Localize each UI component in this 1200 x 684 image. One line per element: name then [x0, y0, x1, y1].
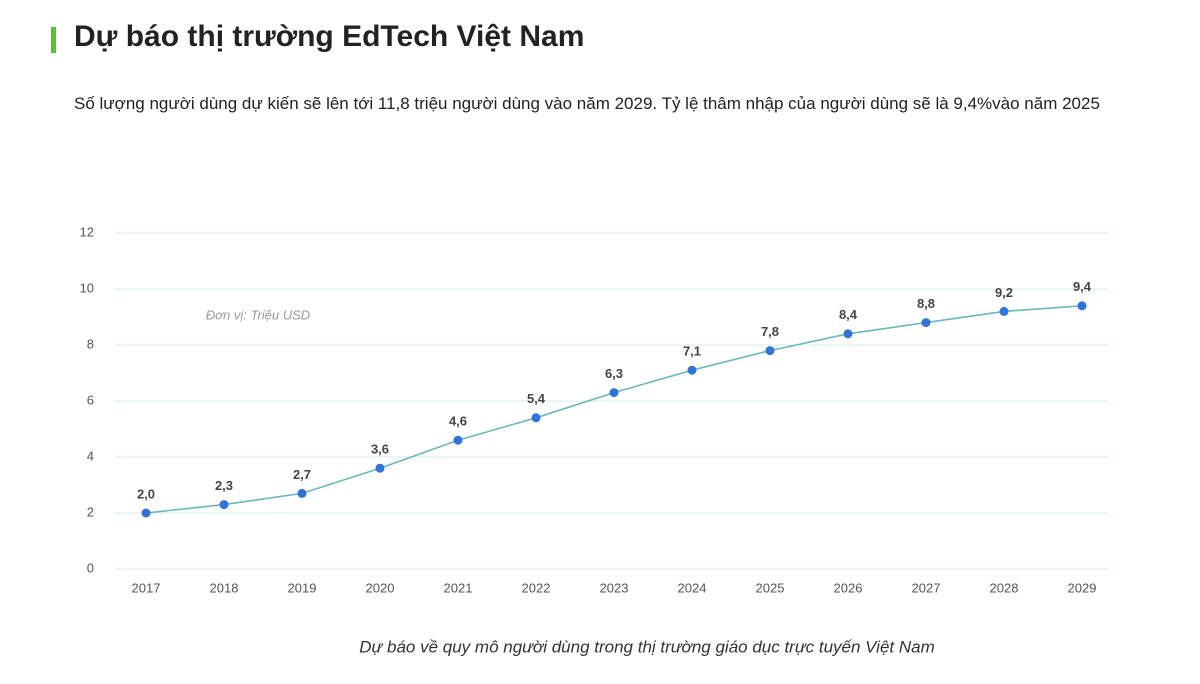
point: [141, 508, 151, 518]
value-label: 2,0: [137, 486, 155, 501]
unit-note: Đơn vị: Triệu USD: [206, 307, 310, 322]
x-tick-label: 2017: [132, 580, 161, 595]
y-tick-label: 12: [80, 224, 94, 239]
point: [219, 500, 229, 510]
x-tick-label: 2027: [912, 580, 941, 595]
y-tick-label: 2: [87, 504, 94, 519]
y-tick-label: 6: [87, 392, 94, 407]
point: [453, 435, 463, 445]
value-label: 9,2: [995, 285, 1013, 300]
point: [531, 413, 541, 423]
point: [687, 365, 697, 375]
value-label: 2,3: [215, 478, 233, 493]
point: [1077, 301, 1087, 311]
x-tick-label: 2020: [366, 580, 395, 595]
point: [999, 306, 1009, 316]
value-label: 8,4: [839, 307, 858, 322]
value-label: 3,6: [371, 442, 389, 457]
page-title: Dự báo thị trường EdTech Việt Nam: [74, 20, 585, 53]
value-label: 2,7: [293, 467, 311, 482]
x-tick-label: 2029: [1068, 580, 1097, 595]
subtitle: Số lượng người dùng dự kiến sẽ lên tới 1…: [74, 94, 1100, 113]
x-tick-label: 2024: [678, 580, 707, 595]
y-tick-label: 10: [80, 280, 94, 295]
x-tick-label: 2028: [990, 580, 1019, 595]
value-label: 4,6: [449, 414, 467, 429]
caption: Dự báo về quy mô người dùng trong thị tr…: [359, 637, 935, 656]
y-tick-label: 8: [87, 336, 94, 351]
y-tick-label: 0: [87, 560, 94, 575]
value-label: 9,4: [1073, 279, 1092, 294]
point: [843, 329, 853, 339]
title-accent: [51, 27, 56, 53]
x-tick-label: 2021: [444, 580, 473, 595]
point: [297, 488, 307, 498]
line: [145, 305, 1083, 514]
point: [765, 346, 775, 356]
point: [921, 318, 931, 328]
x-tick-label: 2018: [210, 580, 239, 595]
value-label: 5,4: [527, 391, 546, 406]
value-label: 7,1: [683, 344, 701, 359]
x-tick-label: 2026: [834, 580, 863, 595]
value-label: 8,8: [917, 296, 935, 311]
point: [375, 463, 385, 473]
y-tick-label: 4: [87, 448, 94, 463]
x-tick-label: 2023: [600, 580, 629, 595]
x-tick-label: 2022: [522, 580, 551, 595]
value-label: 7,8: [761, 324, 779, 339]
value-label: 6,3: [605, 366, 623, 381]
point: [609, 388, 619, 398]
x-tick-label: 2025: [756, 580, 785, 595]
x-tick-label: 2019: [288, 580, 317, 595]
